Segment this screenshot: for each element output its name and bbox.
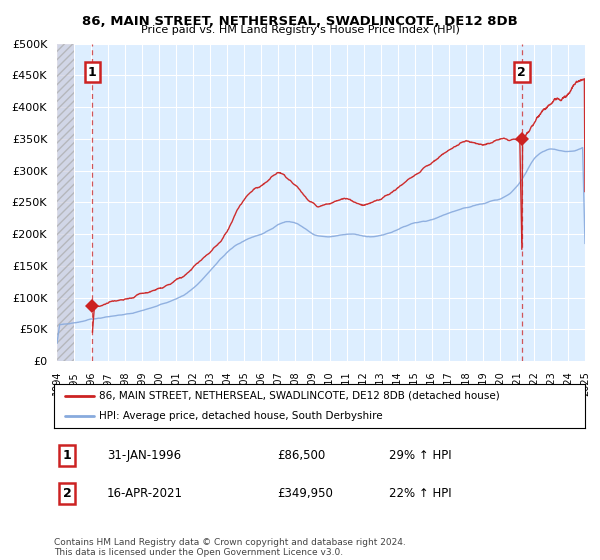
Text: 29% ↑ HPI: 29% ↑ HPI bbox=[389, 449, 451, 462]
Text: 2: 2 bbox=[517, 66, 526, 79]
Text: HPI: Average price, detached house, South Derbyshire: HPI: Average price, detached house, Sout… bbox=[99, 411, 383, 421]
Text: 86, MAIN STREET, NETHERSEAL, SWADLINCOTE, DE12 8DB: 86, MAIN STREET, NETHERSEAL, SWADLINCOTE… bbox=[82, 15, 518, 27]
Text: 1: 1 bbox=[88, 66, 97, 79]
Text: 16-APR-2021: 16-APR-2021 bbox=[107, 487, 183, 500]
Text: 31-JAN-1996: 31-JAN-1996 bbox=[107, 449, 181, 462]
Bar bbox=[57, 44, 74, 361]
Text: Contains HM Land Registry data © Crown copyright and database right 2024.
This d: Contains HM Land Registry data © Crown c… bbox=[54, 538, 406, 557]
Text: £349,950: £349,950 bbox=[277, 487, 333, 500]
Text: 22% ↑ HPI: 22% ↑ HPI bbox=[389, 487, 451, 500]
Text: £86,500: £86,500 bbox=[277, 449, 325, 462]
Text: 2: 2 bbox=[63, 487, 71, 500]
Text: 86, MAIN STREET, NETHERSEAL, SWADLINCOTE, DE12 8DB (detached house): 86, MAIN STREET, NETHERSEAL, SWADLINCOTE… bbox=[99, 391, 500, 401]
Text: Price paid vs. HM Land Registry's House Price Index (HPI): Price paid vs. HM Land Registry's House … bbox=[140, 25, 460, 35]
Text: 1: 1 bbox=[63, 449, 71, 462]
